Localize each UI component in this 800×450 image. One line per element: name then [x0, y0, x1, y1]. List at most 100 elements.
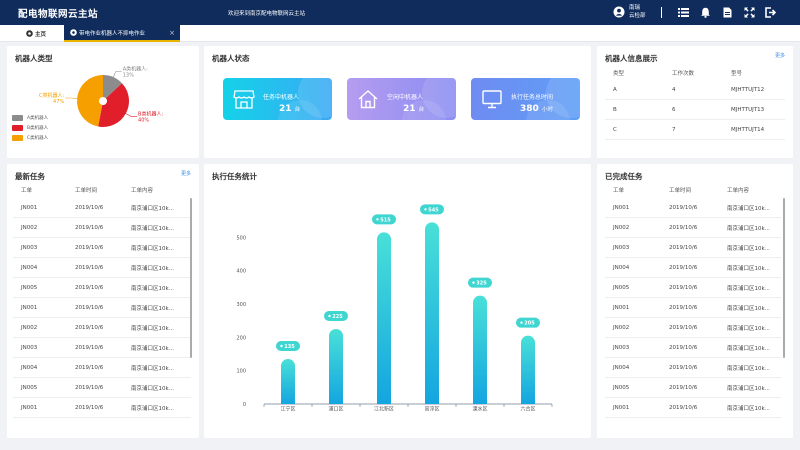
user-org: 南瑞: [629, 5, 641, 11]
table-row[interactable]: JN001 2019/10/6 南京浦口区10k...: [13, 398, 191, 418]
table-row[interactable]: JN002 2019/10/6 南京浦口区10k...: [605, 218, 781, 238]
card-total-task-time[interactable]: 执行任务总时间 380 小时: [471, 78, 580, 120]
table-row[interactable]: JN001 2019/10/6 南京浦口区10k...: [605, 298, 781, 318]
table-row[interactable]: JN005 2019/10/6 南京浦口区10k...: [605, 378, 781, 398]
robot-status-title: 机器人状态: [212, 54, 250, 63]
latest-tasks-scrollbar[interactable]: [190, 198, 192, 358]
list-icon[interactable]: [678, 7, 689, 18]
table-row[interactable]: JN004 2019/10/6 南京浦口区10k...: [13, 258, 191, 278]
table-cell: 南京浦口区10k...: [131, 385, 174, 392]
tab-home[interactable]: 主页: [0, 25, 62, 42]
table-row[interactable]: JN004 2019/10/6 南京浦口区10k...: [605, 358, 781, 378]
table-cell: 2019/10/6: [75, 344, 104, 351]
value-label-dot: [328, 314, 331, 318]
table-row[interactable]: JN002 2019/10/6 南京浦口区10k...: [13, 318, 191, 338]
logout-icon[interactable]: [765, 7, 776, 18]
x-tick-label: 江北新区: [374, 406, 394, 413]
x-tick-label: 江宁区: [280, 406, 295, 413]
table-cell: 南京浦口区10k...: [727, 385, 770, 392]
table-cell: 2019/10/6: [75, 224, 104, 231]
table-cell: 2019/10/6: [75, 244, 104, 251]
user-icon[interactable]: [613, 6, 625, 18]
table-cell: 2019/10/6: [669, 244, 698, 251]
task-stats-panel: 执行任务统计 0 100 200 300 400 500 江宁区 135 浦口区 225 江北新区 5…: [204, 164, 591, 438]
card-idle-robots[interactable]: 空闲中机器人 21 台: [347, 78, 456, 120]
card-value-working: 21 台: [279, 104, 301, 114]
table-cell: 南京浦口区10k...: [131, 245, 174, 252]
y-tick-label: 400: [236, 269, 246, 275]
value-label: 135: [284, 344, 295, 350]
table-cell: 2019/10/6: [669, 324, 698, 331]
table-cell: 南京浦口区10k...: [727, 325, 770, 332]
table-row[interactable]: JN003 2019/10/6 南京浦口区10k...: [13, 238, 191, 258]
table-cell: JN005: [613, 384, 630, 391]
table-row[interactable]: JN003 2019/10/6 南京浦口区10k...: [13, 338, 191, 358]
close-icon[interactable]: ×: [169, 29, 175, 37]
task-stats-title: 执行任务统计: [212, 172, 257, 181]
value-label-dot: [472, 281, 475, 284]
legend-swatch: [12, 115, 23, 121]
table-row[interactable]: JN001 2019/10/6 南京浦口区10k...: [13, 198, 191, 218]
table-row[interactable]: C 7 MJHTTUJT14: [605, 120, 785, 140]
store-icon: [233, 90, 255, 109]
table-cell: A: [613, 86, 617, 93]
bar: [281, 359, 295, 404]
legend-label: C类机器人: [27, 136, 49, 141]
table-cell: MJHTTUJT13: [731, 106, 765, 113]
table-row[interactable]: JN005 2019/10/6 南京浦口区10k...: [605, 278, 781, 298]
table-cell: MJHTTUJT14: [731, 126, 765, 133]
table-cell: JN002: [613, 324, 630, 331]
bar: [425, 222, 439, 404]
table-cell: JN004: [613, 264, 630, 271]
table-cell: JN001: [21, 304, 38, 311]
x-tick-label: 溧水区: [472, 406, 487, 413]
table-cell: 2019/10/6: [669, 364, 698, 371]
table-cell: 4: [672, 86, 676, 93]
table-cell: 南京浦口区10k...: [131, 405, 174, 412]
table-row[interactable]: B 6 MJHTTUJT13: [605, 100, 785, 120]
welcome-text: 欢迎来到南京配电物联网云主站: [228, 11, 306, 17]
table-cell: 2019/10/6: [75, 304, 104, 311]
latest-tasks-more-link[interactable]: 更多: [180, 171, 191, 177]
table-cell: JN003: [21, 244, 38, 251]
table-cell: 2019/10/6: [75, 364, 104, 371]
table-cell: 南京浦口区10k...: [131, 205, 174, 212]
legend-item-a[interactable]: A类机器人: [12, 113, 48, 123]
table-row[interactable]: JN005 2019/10/6 南京浦口区10k...: [13, 378, 191, 398]
table-row[interactable]: JN001 2019/10/6 南京浦口区10k...: [13, 298, 191, 318]
robot-info-title: 机器人信息展示: [605, 54, 658, 63]
table-row[interactable]: JN003 2019/10/6 南京浦口区10k...: [605, 238, 781, 258]
table-cell: JN003: [613, 344, 630, 351]
tab-robot-task[interactable]: 带电作业机器人不抑电作业 ×: [64, 25, 180, 42]
legend-item-c[interactable]: C类机器人: [12, 133, 48, 143]
table-row[interactable]: JN005 2019/10/6 南京浦口区10k...: [13, 278, 191, 298]
legend-swatch: [12, 135, 23, 141]
y-tick-label: 500: [236, 235, 246, 241]
tab-bar: 主页 带电作业机器人不抑电作业 ×: [0, 25, 800, 42]
table-cell: 南京浦口区10k...: [727, 405, 770, 412]
table-row[interactable]: JN003 2019/10/6 南京浦口区10k...: [605, 338, 781, 358]
table-row[interactable]: JN002 2019/10/6 南京浦口区10k...: [605, 318, 781, 338]
fullscreen-icon[interactable]: [744, 7, 755, 18]
table-row[interactable]: JN001 2019/10/6 南京浦口区10k...: [605, 198, 781, 218]
user-info[interactable]: 南瑞 云检部: [629, 4, 646, 20]
robot-info-more-link[interactable]: 更多: [774, 53, 785, 59]
table-header: 工单 工单时间 工单内容: [21, 188, 154, 194]
table-row[interactable]: JN002 2019/10/6 南京浦口区10k...: [13, 218, 191, 238]
table-row[interactable]: JN004 2019/10/6 南京浦口区10k...: [605, 258, 781, 278]
completed-tasks-panel: 已完成任务 工单 工单时间 工单内容 JN001 2019/10/6 南京浦口区10…: [597, 164, 793, 438]
card-working-robots[interactable]: 任务中机器人 21 台: [223, 78, 332, 120]
table-cell: JN001: [21, 204, 38, 211]
legend-item-b[interactable]: B类机器人: [12, 123, 48, 133]
table-cell: 2019/10/6: [75, 384, 104, 391]
bell-icon[interactable]: [700, 7, 711, 18]
table-row[interactable]: JN001 2019/10/6 南京浦口区10k...: [605, 398, 781, 418]
completed-tasks-scrollbar[interactable]: [783, 198, 785, 358]
table-row[interactable]: JN004 2019/10/6 南京浦口区10k...: [13, 358, 191, 378]
robot-type-title: 机器人类型: [15, 54, 53, 63]
document-icon[interactable]: [722, 7, 733, 18]
y-tick-label: 300: [236, 302, 246, 308]
value-label: 225: [332, 314, 343, 320]
latest-tasks-title: 最新任务: [15, 172, 45, 181]
table-row[interactable]: A 4 MJHTTUJT12: [605, 80, 785, 100]
